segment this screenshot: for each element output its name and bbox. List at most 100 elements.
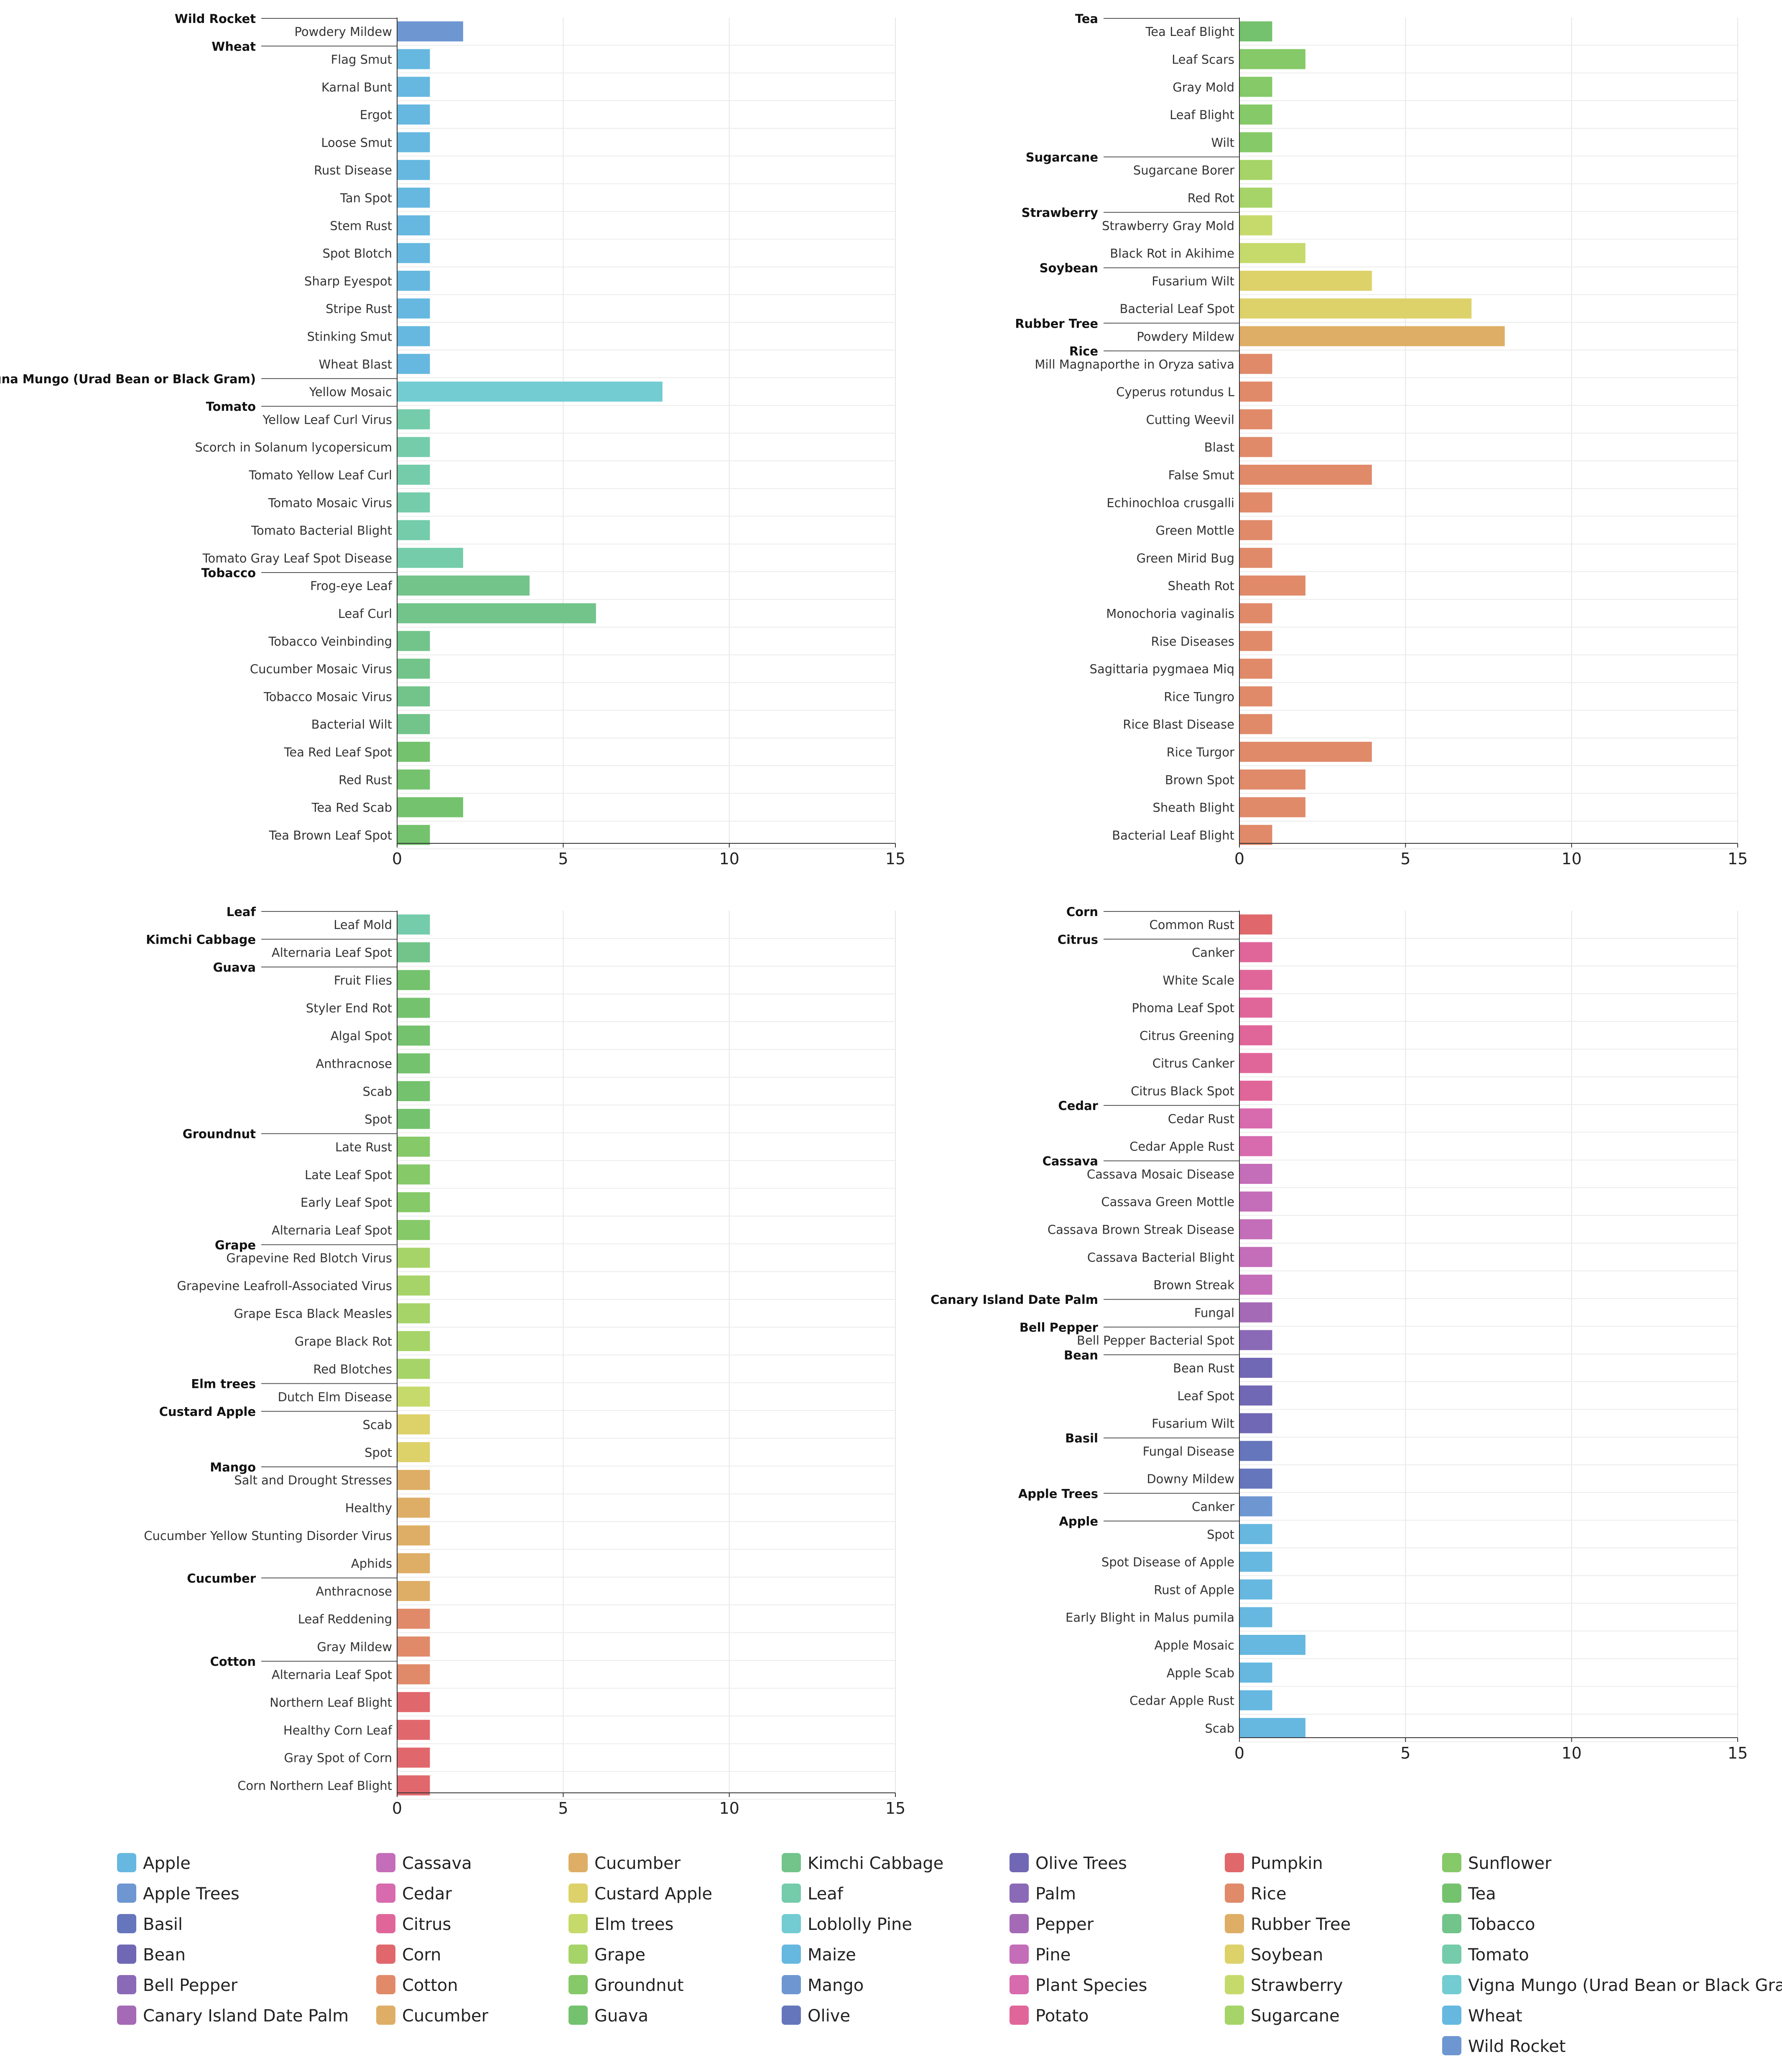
legend-item: Wild Rocket <box>1442 2036 1566 2056</box>
category-label: Tobacco Mosaic Virus <box>263 690 392 704</box>
legend-swatch <box>117 1884 136 1903</box>
category-label: Styler End Rot <box>306 1001 392 1016</box>
bar <box>398 1414 430 1435</box>
legend-label: Sugarcane <box>1251 2006 1340 2026</box>
legend-label: Grape <box>594 1945 645 1965</box>
legend-item: Custard Apple <box>569 1884 712 1904</box>
x-tick-label: 0 <box>392 1799 402 1817</box>
bar <box>1240 1552 1272 1572</box>
bar <box>1240 1275 1272 1295</box>
category-label: Leaf Curl <box>338 606 392 621</box>
bar <box>398 1247 430 1268</box>
bar <box>1240 1108 1272 1129</box>
legend-label: Wheat <box>1468 2006 1522 2026</box>
bar <box>398 298 430 319</box>
category-label: Powdery Mildew <box>294 25 392 39</box>
category-label: Gray Spot of Corn <box>284 1751 392 1765</box>
group-label: Guava <box>213 960 256 975</box>
legend-item: Vigna Mungo (Urad Bean or Black Gram) <box>1442 1975 1782 1995</box>
category-label: Cassava Green Mottle <box>1101 1195 1234 1209</box>
legend-item: Strawberry <box>1225 1975 1343 1995</box>
legend-swatch <box>1010 1853 1029 1872</box>
category-label: Echinochloa crusgalli <box>1106 496 1234 510</box>
bar <box>398 1109 430 1129</box>
category-label: Fusarium Wilt <box>1152 274 1234 288</box>
bar <box>1240 686 1272 707</box>
bar <box>398 132 430 153</box>
legend-swatch <box>1442 1884 1461 1903</box>
legend-swatch <box>117 1853 136 1872</box>
group-label: Wheat <box>212 39 256 53</box>
legend-label: Cedar <box>402 1884 452 1904</box>
legend-item: Pepper <box>1010 1914 1094 1934</box>
category-label: Tea Brown Leaf Spot <box>269 828 392 843</box>
bar <box>1240 382 1272 402</box>
legend-label: Maize <box>808 1945 856 1965</box>
legend-swatch <box>117 1945 136 1964</box>
group-label: Apple Trees <box>1018 1487 1098 1501</box>
bar <box>1240 1357 1272 1378</box>
bar <box>1240 1441 1272 1461</box>
legend-item: Palm <box>1010 1884 1076 1904</box>
category-label: Yellow Leaf Curl Virus <box>262 412 392 427</box>
bar <box>1240 160 1272 180</box>
category-label: Loose Smut <box>321 135 392 150</box>
category-label: Brown Streak <box>1153 1278 1234 1292</box>
group-label: Cucumber <box>187 1571 256 1586</box>
bar <box>1240 797 1305 817</box>
legend-label: Guava <box>594 2006 648 2026</box>
bar <box>1240 464 1372 485</box>
bar <box>1240 1607 1272 1627</box>
bar <box>1240 104 1272 125</box>
legend-label: Potato <box>1035 2006 1089 2026</box>
category-label: Aphids <box>351 1557 392 1571</box>
legend-label: Olive <box>808 2006 850 2026</box>
legend-label: Soybean <box>1251 1945 1323 1965</box>
legend-item: Loblolly Pine <box>782 1914 912 1934</box>
category-label: Cedar Apple Rust <box>1129 1694 1234 1708</box>
category-label: Spot <box>365 1446 392 1460</box>
group-label: Strawberry <box>1022 206 1098 220</box>
bar <box>1240 1053 1272 1073</box>
legend-swatch <box>1442 1945 1461 1964</box>
category-label: Bean Rust <box>1173 1361 1234 1375</box>
legend-swatch <box>1010 1945 1029 1964</box>
bar <box>398 825 430 845</box>
x-tick-label: 5 <box>558 1799 568 1817</box>
bar <box>1240 76 1272 97</box>
category-label: False Smut <box>1168 468 1234 482</box>
x-tick-label: 15 <box>885 850 905 868</box>
bar <box>1240 409 1272 430</box>
category-label: Rise Diseases <box>1151 634 1234 649</box>
bar <box>398 1692 430 1712</box>
legend-swatch <box>117 1914 136 1933</box>
category-label: Cucumber Mosaic Virus <box>250 662 392 676</box>
bar <box>398 1081 430 1101</box>
category-label: Cedar Apple Rust <box>1129 1140 1234 1154</box>
x-tick-label: 15 <box>1728 850 1748 868</box>
bar <box>398 243 430 263</box>
legend-label: Citrus <box>402 1915 451 1934</box>
legend-label: Tobacco <box>1468 1915 1535 1934</box>
category-label: Spot <box>1207 1527 1234 1542</box>
legend-item: Grape <box>569 1945 645 1965</box>
group-label: Corn <box>1066 905 1098 919</box>
category-label: Red Rust <box>339 773 392 787</box>
bar <box>1240 243 1305 263</box>
legend-swatch <box>376 1914 395 1933</box>
legend-swatch <box>1442 1975 1461 1994</box>
legend-item: Tobacco <box>1442 1914 1535 1934</box>
category-label: Stem Rust <box>330 219 392 233</box>
bar <box>1240 21 1272 42</box>
legend: Apple Apple Trees Basil Bean Bell Pepper Cana… <box>117 1853 1782 2056</box>
legend-item: Bean <box>117 1945 186 1965</box>
chart-panel-2: Tea Leaf Blight Leaf Scars Gray Mold Leaf B… <box>1015 12 1748 868</box>
bar <box>398 492 430 513</box>
legend-label: Strawberry <box>1251 1976 1343 1995</box>
bar <box>398 215 430 236</box>
category-label: Canker <box>1192 1499 1234 1514</box>
bar <box>398 1775 430 1796</box>
category-label: Wheat Blast <box>319 357 392 372</box>
legend-swatch <box>1225 1975 1244 1994</box>
category-label: Scab <box>362 1084 392 1099</box>
